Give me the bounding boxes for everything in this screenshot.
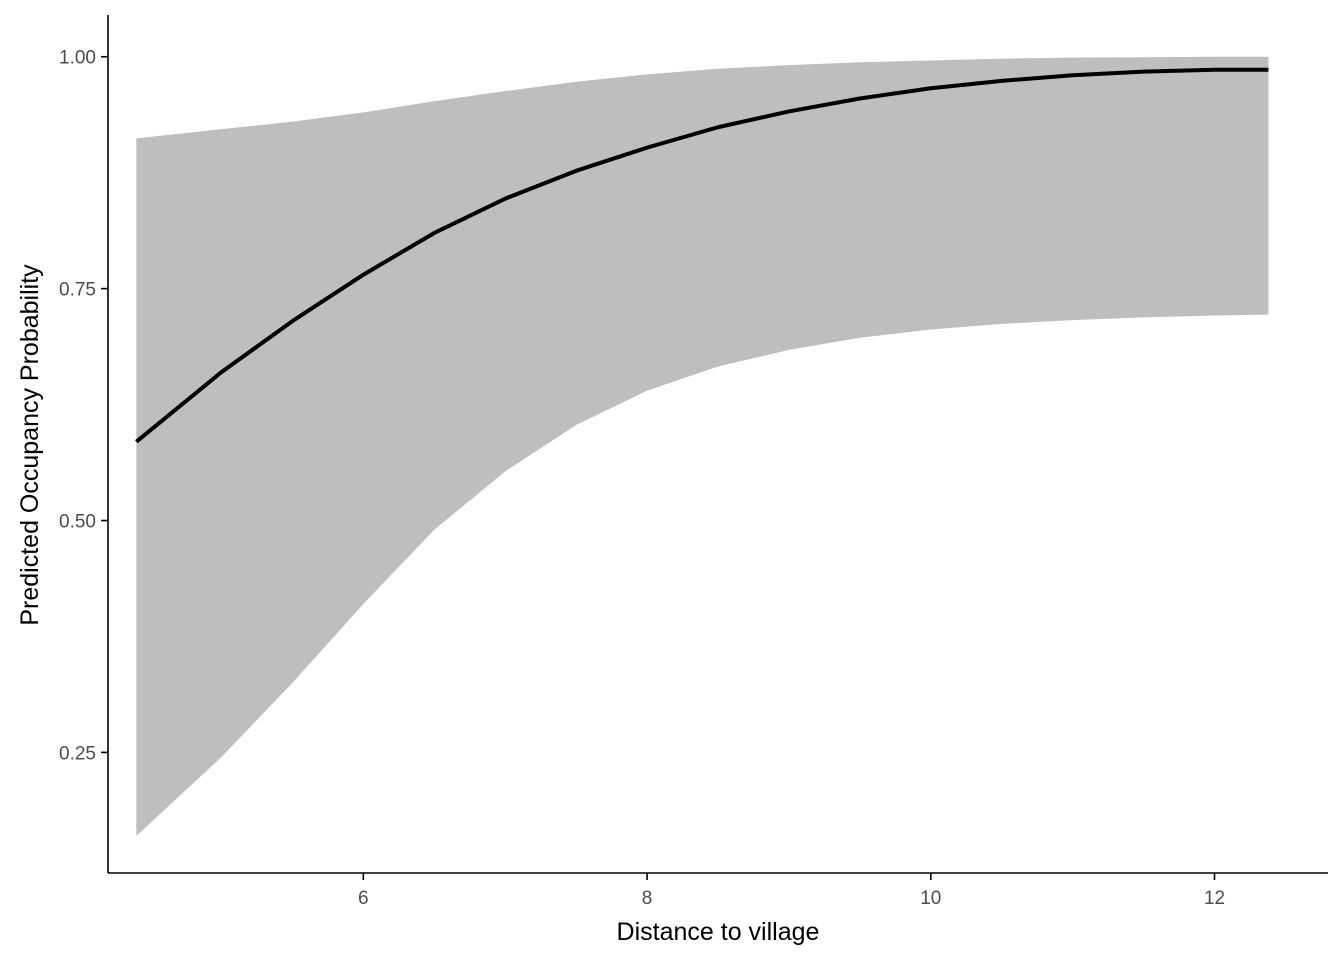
axes: 0.25 0.50 0.75 1.00 6 8 10 12 — [59, 15, 1328, 909]
y-tick-label: 1.00 — [59, 48, 96, 69]
plot-area — [135, 56, 1269, 836]
y-axis-title: Predicted Occupancy Probability — [16, 264, 44, 626]
x-tick-label: 12 — [1204, 888, 1225, 909]
confidence-ribbon — [136, 56, 1269, 836]
y-tick-label: 0.25 — [59, 743, 96, 764]
y-tick-label: 0.50 — [59, 512, 96, 533]
x-tick-label: 10 — [920, 888, 941, 909]
y-tick-label: 0.75 — [59, 280, 96, 301]
x-tick-label: 8 — [642, 888, 653, 909]
fitted-line — [135, 67, 1269, 444]
x-tick-label: 6 — [358, 888, 369, 909]
x-axis-title: Distance to village — [617, 918, 820, 946]
